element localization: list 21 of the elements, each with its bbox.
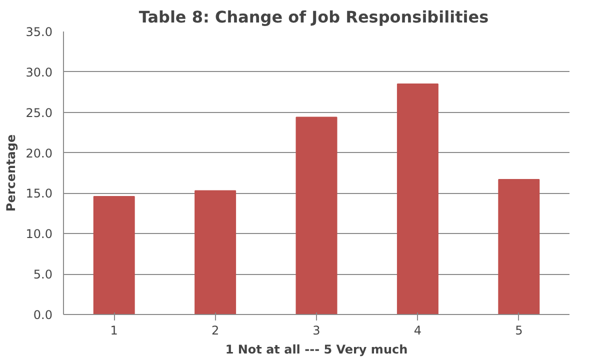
bar	[396, 84, 438, 314]
bar	[194, 190, 236, 314]
x-tick-label: 4	[414, 324, 422, 338]
y-tick-label: 0.0	[33, 308, 53, 322]
y-axis-title: Percentage	[4, 134, 18, 212]
y-tick-label: 5.0	[33, 268, 53, 282]
y-tick-label: 30.0	[26, 65, 52, 80]
bar	[498, 178, 540, 314]
y-tick-label: 25.0	[26, 106, 52, 120]
chart-title: Table 8: Change of Job Responsibilities	[138, 8, 489, 26]
x-axis-title: 1 Not at all --- 5 Very much	[225, 342, 408, 356]
y-tick-label: 15.0	[26, 186, 52, 201]
x-tick-label: 3	[312, 324, 320, 338]
bar	[93, 196, 135, 314]
x-tick-label: 1	[110, 324, 118, 338]
x-tick-label: 2	[211, 324, 220, 338]
y-tick-label: 10.0	[26, 227, 52, 242]
y-tick-label: 35.0	[26, 25, 52, 39]
y-tick-label: 20.0	[26, 146, 52, 160]
bar	[296, 116, 338, 314]
x-tick-label: 5	[515, 324, 523, 338]
